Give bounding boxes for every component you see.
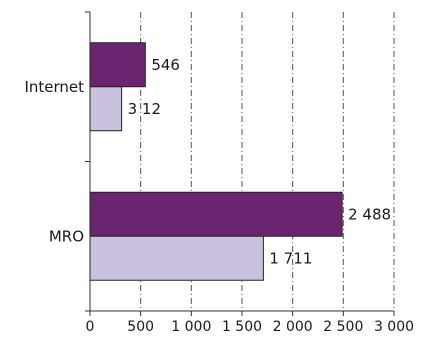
x-tick-label: 2 500: [323, 319, 363, 335]
x-tick-label: 3 000: [374, 319, 414, 335]
data-label: 3 12: [128, 100, 161, 118]
data-label: 546: [151, 56, 180, 74]
bar-mro-series-1: [89, 191, 343, 237]
data-label: 1 711: [269, 249, 312, 267]
x-tick-label: 0: [86, 319, 95, 335]
category-label: MRO: [49, 227, 84, 245]
category-label: Internet: [24, 78, 84, 96]
x-tick-label: 2 000: [273, 319, 313, 335]
x-tick-label: 500: [127, 319, 154, 335]
labels: 0 500 1 000 1 500 2 000 2 500 3 000 546 3 12 Inte…: [24, 56, 414, 335]
data-label: 2 488: [348, 205, 391, 223]
x-tick-label: 1 000: [171, 319, 211, 335]
bars: [89, 42, 343, 281]
bar-internet-series-2: [89, 86, 123, 132]
bar-internet-series-1: [89, 42, 146, 88]
bar-mro-series-2: [89, 235, 264, 281]
x-tick-label: 1 500: [222, 319, 262, 335]
